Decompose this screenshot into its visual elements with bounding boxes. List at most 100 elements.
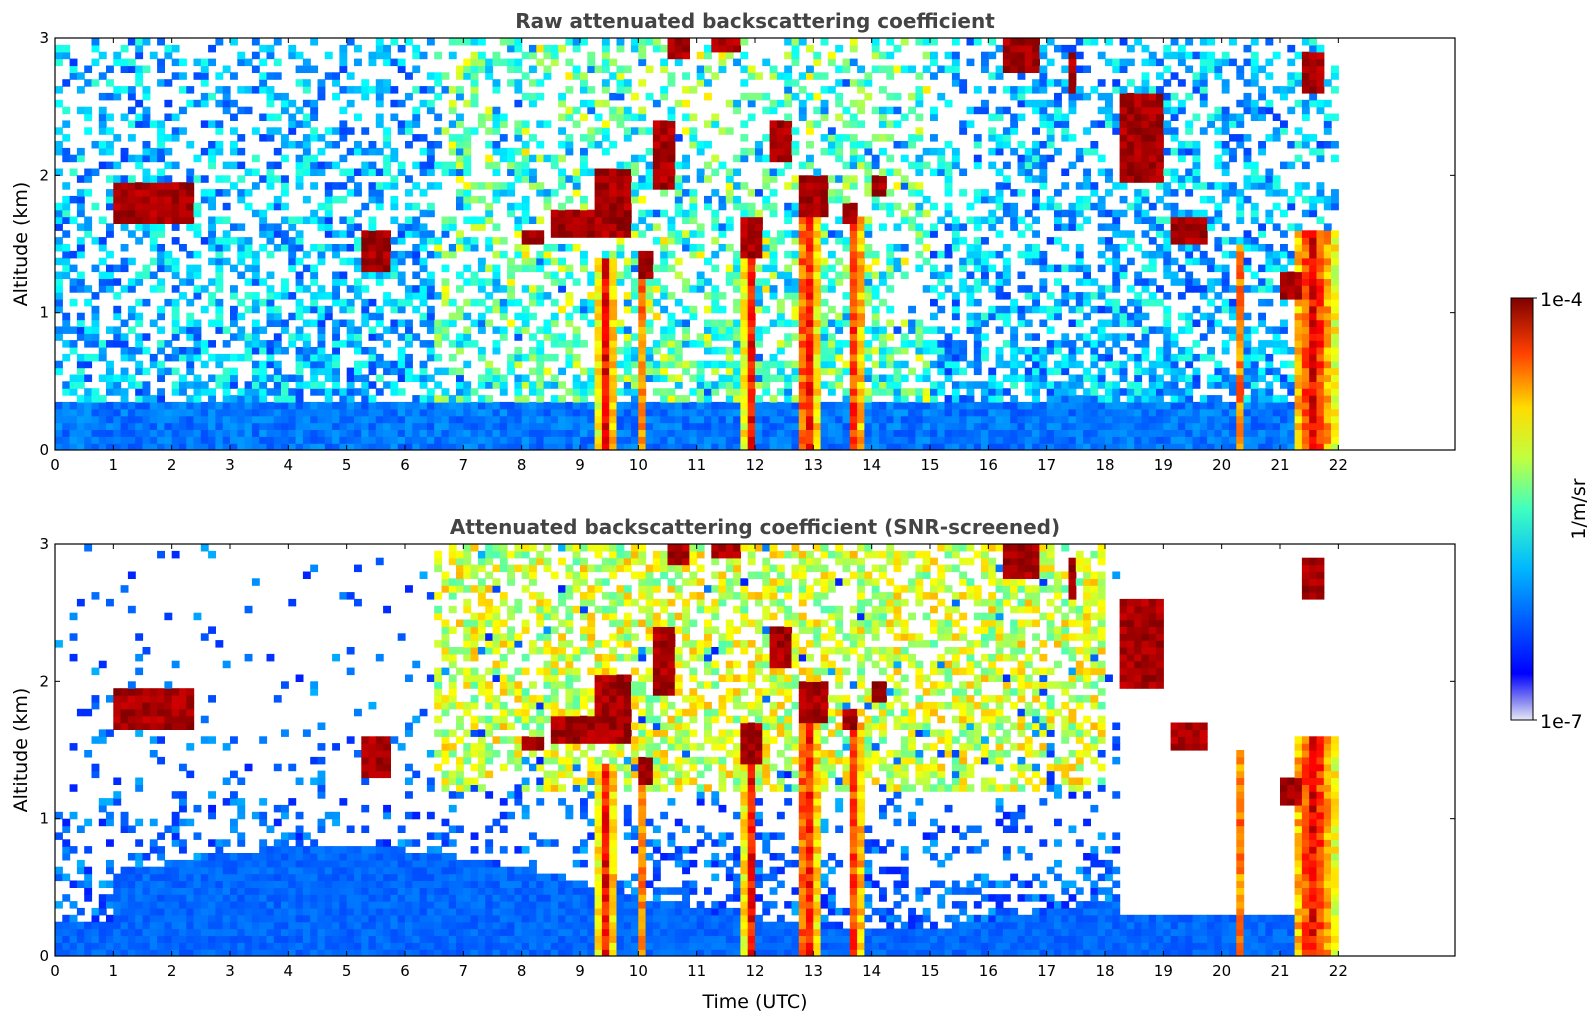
heatmap-cell	[346, 244, 355, 252]
heatmap-cell	[514, 230, 523, 238]
heatmap-cell	[1017, 216, 1026, 224]
heatmap-cell	[215, 436, 224, 444]
heatmap-cell	[1024, 161, 1033, 170]
heatmap-cell	[179, 209, 187, 218]
heatmap-cell	[463, 333, 472, 341]
heatmap-cell	[951, 38, 960, 46]
heatmap-cell	[594, 285, 603, 293]
heatmap-cell	[281, 347, 289, 355]
heatmap-cell	[784, 38, 793, 46]
heatmap-cell	[76, 381, 85, 389]
heatmap-cell	[1017, 408, 1026, 417]
heatmap-cell	[536, 79, 545, 87]
heatmap-cell	[886, 381, 895, 389]
heatmap-cell	[776, 120, 785, 128]
heatmap-cell	[988, 388, 997, 396]
heatmap-cell	[762, 305, 771, 314]
heatmap-cell	[951, 388, 960, 396]
heatmap-cell	[660, 182, 669, 190]
heatmap-cell	[594, 408, 603, 417]
heatmap-cell	[755, 264, 763, 273]
heatmap-cell	[419, 395, 428, 403]
heatmap-cell	[273, 195, 282, 204]
heatmap-cell	[908, 401, 916, 410]
heatmap-cell	[798, 443, 807, 450]
heatmap-cell	[317, 250, 326, 259]
heatmap-cell	[120, 401, 129, 410]
heatmap-cell	[244, 408, 253, 417]
heatmap-cell	[550, 298, 559, 307]
heatmap-cell	[908, 216, 916, 224]
heatmap-cell	[550, 353, 559, 362]
heatmap-cell	[456, 388, 464, 396]
heatmap-cell	[215, 298, 224, 307]
heatmap-cell	[601, 340, 610, 348]
heatmap-cell	[288, 415, 297, 424]
heatmap-cell	[580, 443, 588, 450]
heatmap-cell	[310, 422, 319, 430]
heatmap-cell	[470, 237, 479, 245]
heatmap-cell	[69, 278, 78, 286]
heatmap-cell	[375, 278, 384, 286]
heatmap-cell	[864, 264, 873, 273]
heatmap-cell	[813, 195, 822, 204]
heatmap-cell	[179, 189, 187, 197]
heatmap-cell	[1097, 381, 1106, 389]
heatmap-cell	[594, 436, 603, 444]
heatmap-cell	[601, 51, 610, 60]
heatmap-cell	[601, 182, 610, 190]
heatmap-cell	[397, 161, 406, 170]
heatmap-cell	[375, 257, 384, 266]
heatmap-cell	[550, 415, 559, 424]
heatmap-cell	[922, 367, 931, 376]
heatmap-cell	[791, 58, 800, 67]
heatmap-cell	[164, 44, 173, 53]
heatmap-cell	[543, 51, 552, 60]
heatmap-cell	[565, 292, 574, 300]
heatmap-cell	[149, 443, 158, 450]
heatmap-cell	[1024, 347, 1033, 355]
heatmap-cell	[1083, 367, 1091, 376]
heatmap-cell	[798, 401, 807, 410]
heatmap-cell	[259, 230, 268, 238]
heatmap-cell	[806, 175, 814, 183]
heatmap-cell	[222, 429, 231, 437]
heatmap-cell	[798, 360, 807, 369]
heatmap-cell	[740, 353, 749, 362]
heatmap-cell	[944, 429, 953, 437]
heatmap-cell	[1119, 106, 1128, 115]
heatmap-cell	[215, 319, 224, 327]
heatmap-cell	[1032, 127, 1040, 135]
heatmap-cell	[84, 189, 93, 197]
heatmap-cell	[55, 127, 63, 135]
heatmap-cell	[397, 257, 406, 266]
heatmap-cell	[995, 216, 1004, 224]
heatmap-cell	[477, 113, 486, 121]
heatmap-cell	[529, 443, 537, 450]
heatmap-cell	[521, 319, 530, 327]
heatmap-cell	[171, 127, 180, 135]
heatmap-cell	[981, 278, 989, 286]
heatmap-cell	[886, 189, 895, 197]
heatmap-cell	[113, 388, 122, 396]
heatmap-cell	[456, 333, 464, 341]
heatmap-cell	[346, 422, 355, 430]
heatmap-cell	[55, 44, 63, 53]
heatmap-cell	[762, 237, 771, 245]
heatmap-cell	[259, 244, 268, 252]
heatmap-cell	[383, 264, 391, 273]
heatmap-cell	[324, 305, 333, 314]
heatmap-cell	[740, 120, 749, 128]
heatmap-cell	[813, 202, 822, 211]
heatmap-cell	[806, 189, 814, 197]
heatmap-cell	[820, 106, 829, 115]
heatmap-cell	[106, 388, 114, 396]
heatmap-cell	[456, 92, 464, 101]
heatmap-cell	[616, 415, 625, 424]
heatmap-cell	[157, 340, 165, 348]
heatmap-cell	[1061, 79, 1070, 87]
heatmap-cell	[806, 360, 814, 369]
heatmap-cell	[667, 175, 676, 183]
heatmap-cell	[157, 395, 165, 403]
heatmap-cell	[397, 408, 406, 417]
